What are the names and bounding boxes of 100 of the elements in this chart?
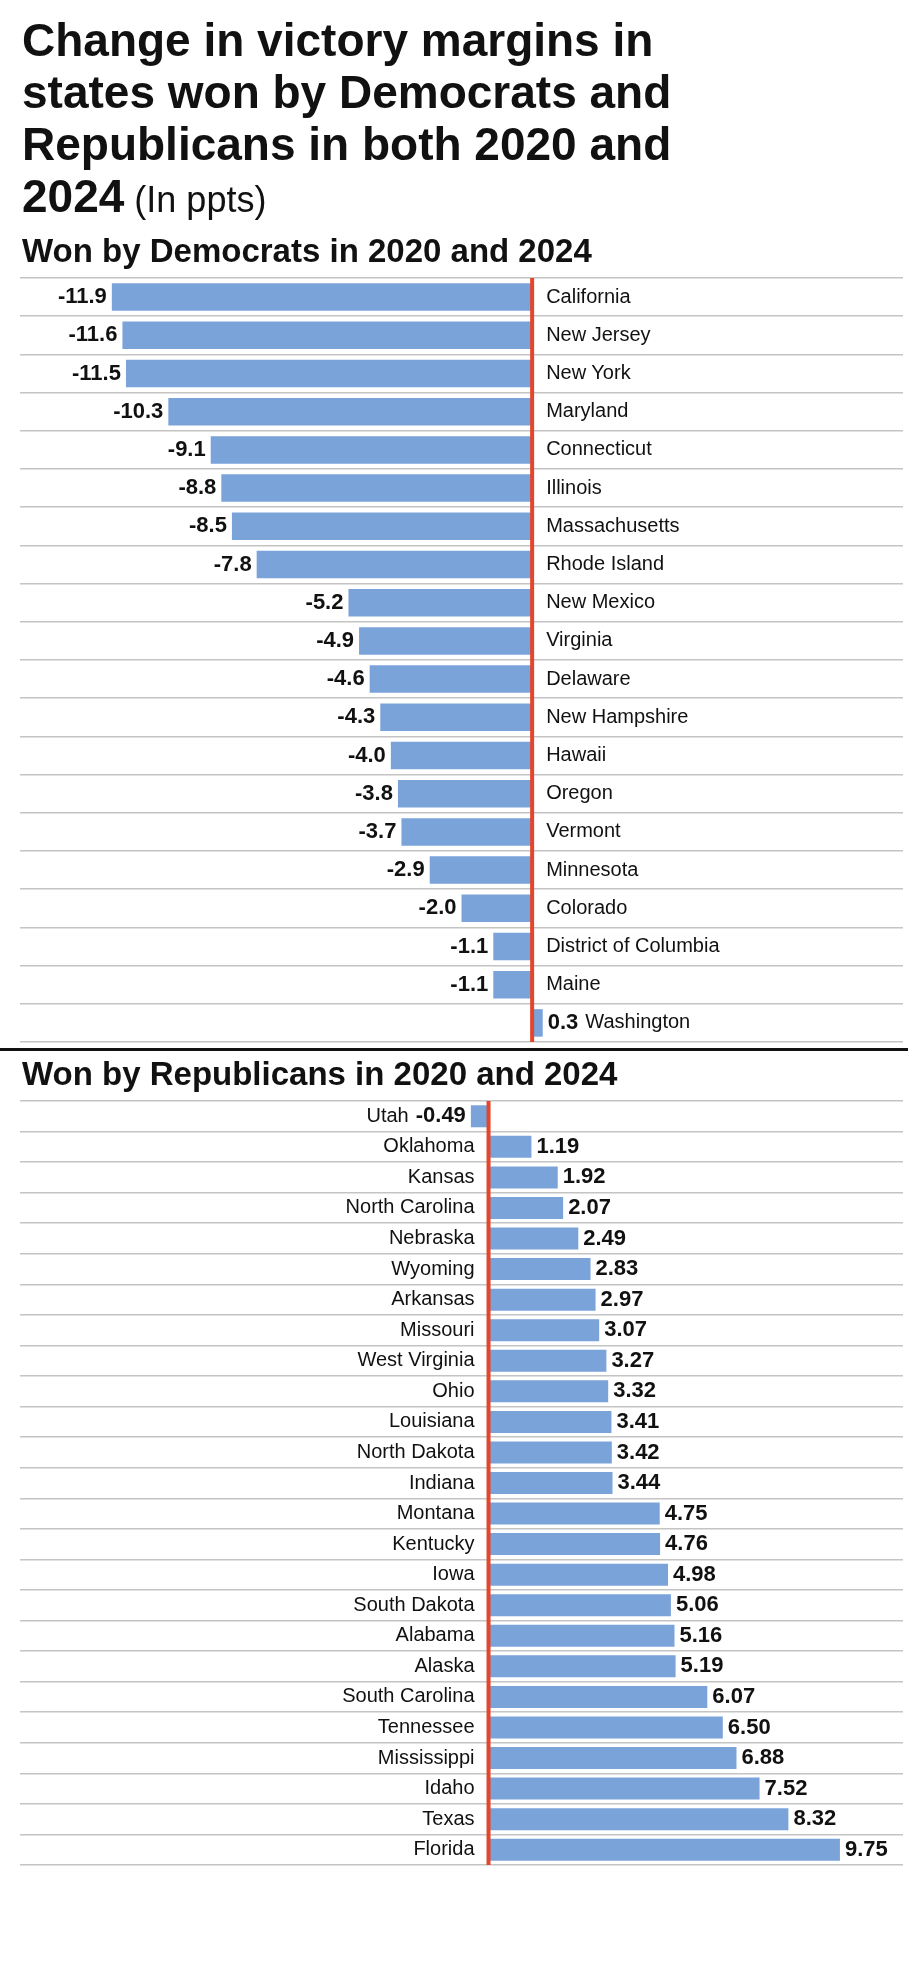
y-tick-label: Illinois bbox=[546, 475, 602, 498]
data-label: 0.3 bbox=[547, 1008, 579, 1034]
data-label: -1.1 bbox=[450, 932, 489, 958]
y-tick-label: Massachusetts bbox=[546, 513, 680, 536]
data-label: 5.16 bbox=[679, 1621, 723, 1647]
data-label: 4.75 bbox=[664, 1499, 708, 1525]
bar bbox=[488, 1533, 661, 1556]
y-tick-label: Montana bbox=[396, 1501, 476, 1524]
bar bbox=[488, 1747, 737, 1770]
bar bbox=[488, 1441, 612, 1464]
bar bbox=[488, 1380, 609, 1403]
y-tick-label: Kentucky bbox=[392, 1531, 475, 1554]
bar bbox=[488, 1594, 671, 1617]
data-label: 8.32 bbox=[793, 1805, 837, 1831]
data-label: -8.8 bbox=[178, 474, 217, 500]
y-tick-label: Oklahoma bbox=[383, 1134, 476, 1157]
data-label: -4.0 bbox=[347, 741, 386, 767]
y-tick-label: Delaware bbox=[546, 666, 631, 689]
y-tick-label: Utah bbox=[366, 1103, 409, 1126]
bar bbox=[488, 1258, 591, 1281]
y-tick-label: Hawaii bbox=[546, 743, 607, 766]
y-tick-label: Texas bbox=[422, 1806, 475, 1829]
bar bbox=[470, 1105, 489, 1128]
data-label: 3.27 bbox=[611, 1346, 655, 1372]
y-tick-label: Wyoming bbox=[391, 1256, 475, 1279]
y-tick-label: Mississippi bbox=[377, 1745, 475, 1768]
data-label: -10.3 bbox=[113, 397, 164, 423]
data-label: 4.76 bbox=[665, 1530, 708, 1556]
data-label: 1.92 bbox=[562, 1163, 606, 1189]
y-tick-label: New Mexico bbox=[546, 590, 656, 613]
data-label: 1.19 bbox=[536, 1132, 580, 1158]
bar bbox=[488, 1624, 675, 1647]
data-label: 3.41 bbox=[616, 1407, 660, 1433]
y-tick-label: Minnesota bbox=[546, 857, 640, 880]
y-tick-label: Tennessee bbox=[377, 1715, 475, 1737]
y-tick-label: South Carolina bbox=[342, 1684, 476, 1707]
y-tick-label: Colorado bbox=[546, 895, 628, 918]
bar bbox=[488, 1319, 600, 1342]
y-tick-label: Rhode Island bbox=[546, 552, 665, 575]
data-label: -9.1 bbox=[167, 435, 206, 461]
bar bbox=[488, 1227, 579, 1250]
bar bbox=[488, 1502, 660, 1525]
y-tick-label: Kansas bbox=[407, 1164, 475, 1187]
y-tick-label: South Dakota bbox=[353, 1592, 476, 1615]
bar bbox=[488, 1838, 840, 1861]
y-tick-label: Oregon bbox=[546, 781, 613, 804]
y-tick-label: Iowa bbox=[432, 1562, 476, 1585]
data-label: -11.9 bbox=[57, 283, 107, 309]
data-label: -4.3 bbox=[337, 703, 376, 729]
data-label: 6.07 bbox=[712, 1682, 756, 1708]
data-label: -5.2 bbox=[305, 588, 344, 614]
bar bbox=[488, 1685, 708, 1708]
data-label: 3.42 bbox=[616, 1438, 660, 1464]
chart-title: Won by Republicans in 2020 and 2024 bbox=[22, 1055, 619, 1093]
data-label: 3.07 bbox=[604, 1316, 647, 1342]
data-label: 2.83 bbox=[595, 1255, 639, 1281]
data-label: 2.07 bbox=[568, 1194, 611, 1220]
y-tick-label: District of Columbia bbox=[546, 934, 721, 957]
bar bbox=[488, 1777, 760, 1800]
bar bbox=[488, 1135, 532, 1158]
data-label: 5.06 bbox=[675, 1591, 719, 1617]
y-tick-label: California bbox=[546, 284, 632, 307]
data-label: -2.9 bbox=[386, 856, 425, 882]
data-label: 5.19 bbox=[680, 1652, 724, 1678]
bar bbox=[488, 1410, 612, 1433]
y-tick-label: Ohio bbox=[432, 1378, 475, 1401]
y-tick-label: North Carolina bbox=[345, 1195, 476, 1218]
y-tick-label: Alaska bbox=[414, 1653, 476, 1676]
data-label: 3.32 bbox=[613, 1377, 657, 1403]
bar bbox=[488, 1288, 596, 1311]
data-label: -0.49 bbox=[415, 1102, 466, 1128]
data-label: 9.75 bbox=[844, 1835, 888, 1861]
y-tick-label: Missouri bbox=[400, 1317, 475, 1340]
y-tick-label: Maryland bbox=[546, 399, 629, 422]
y-tick-label: Idaho bbox=[424, 1776, 475, 1799]
data-label: -7.8 bbox=[213, 550, 252, 576]
data-label: -8.5 bbox=[189, 512, 227, 538]
bar bbox=[488, 1655, 676, 1678]
data-label: -2.0 bbox=[418, 894, 457, 920]
data-label: 7.52 bbox=[764, 1774, 808, 1800]
y-tick-label: Arkansas bbox=[391, 1287, 475, 1310]
y-tick-label: New York bbox=[546, 361, 632, 384]
bar bbox=[488, 1166, 558, 1189]
bar bbox=[488, 1716, 723, 1739]
y-tick-label: Washington bbox=[585, 1010, 691, 1033]
chart-subtitle: Won by Democrats in 2020 and 2024 bbox=[22, 232, 593, 270]
bar bbox=[488, 1472, 613, 1494]
data-label: -4.6 bbox=[326, 665, 365, 691]
data-label: -3.8 bbox=[355, 779, 393, 805]
y-tick-label: North Dakota bbox=[356, 1439, 476, 1462]
text: (In ppts) bbox=[133, 179, 267, 220]
data-label: 6.50 bbox=[727, 1713, 771, 1739]
data-label: 2.97 bbox=[600, 1285, 644, 1311]
data-label: -11.6 bbox=[68, 321, 118, 347]
data-label: -4.9 bbox=[316, 626, 355, 652]
y-tick-label: Connecticut bbox=[546, 437, 653, 460]
y-tick-label: Indiana bbox=[408, 1470, 476, 1493]
y-tick-label: New Hampshire bbox=[546, 704, 689, 727]
y-tick-label: Louisiana bbox=[388, 1409, 476, 1432]
data-label: 3.44 bbox=[617, 1469, 662, 1495]
